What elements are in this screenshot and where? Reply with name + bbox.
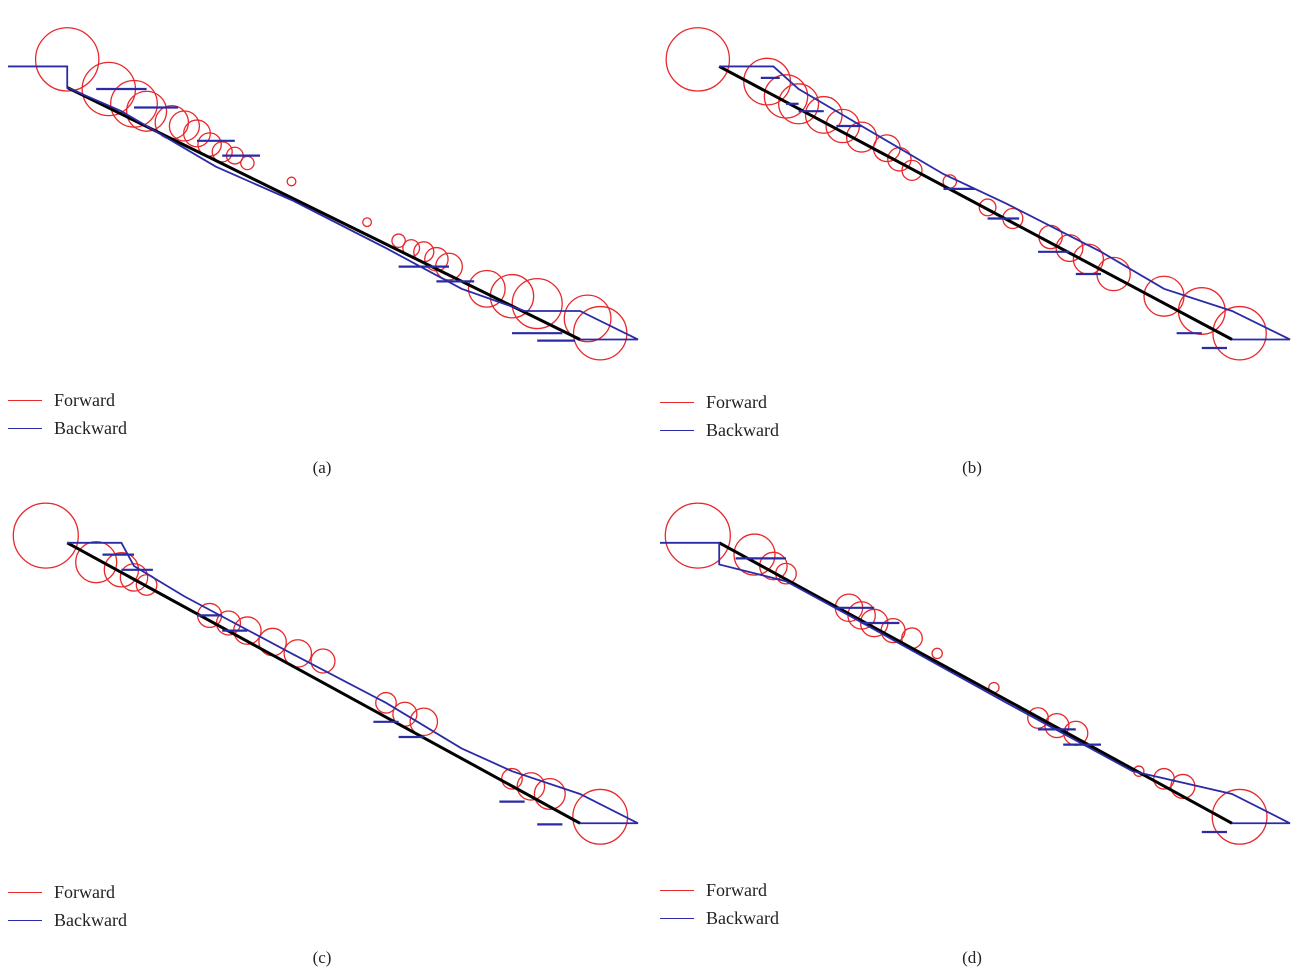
reference-path-line (718, 541, 1233, 825)
caption-d: (d) (962, 948, 982, 967)
panel-a (8, 15, 639, 385)
forward-circle (572, 788, 629, 845)
forward-circle (391, 233, 406, 249)
forward-circle (665, 27, 731, 92)
legend-item-backward: Backward (8, 414, 127, 442)
reference-path-line (66, 541, 581, 825)
forward-circle (375, 691, 397, 714)
legend-a: Forward Backward (8, 386, 127, 442)
legend-item-forward: Forward (660, 388, 779, 416)
forward-circle (664, 502, 731, 569)
forward-circle (516, 772, 546, 801)
forward-circle (240, 155, 255, 171)
backward-swatch (660, 429, 694, 431)
forward-circle (931, 647, 943, 660)
caption-c: (c) (312, 948, 332, 967)
caption-a: (a) (312, 458, 332, 477)
legend-item-forward: Forward (660, 876, 779, 904)
forward-circle (733, 533, 776, 576)
legend-item-forward: Forward (8, 878, 127, 906)
legend-label: Forward (54, 389, 115, 410)
forward-circle (511, 277, 563, 330)
legend-c: Forward Backward (8, 878, 127, 934)
forward-circle (533, 777, 566, 811)
legend-label: Backward (706, 419, 779, 440)
forward-circle (1211, 788, 1268, 845)
forward-swatch (8, 399, 42, 401)
legend-item-backward: Backward (660, 416, 779, 444)
forward-circle (283, 639, 313, 668)
forward-circle (467, 269, 506, 308)
legend-label: Backward (54, 417, 127, 438)
forward-circle (1212, 305, 1267, 361)
legend-item-backward: Backward (8, 906, 127, 934)
forward-circle (1044, 712, 1070, 739)
legend-item-backward: Backward (660, 904, 779, 932)
panel-b (660, 15, 1291, 385)
diagram-b (665, 27, 1291, 361)
forward-circle (211, 141, 233, 163)
forward-circle (978, 198, 997, 217)
forward-circle (763, 74, 809, 119)
forward-circle (125, 90, 168, 132)
forward-circle (1177, 287, 1226, 335)
legend-d: Forward Backward (660, 876, 779, 932)
forward-circle (409, 707, 439, 737)
forward-circle (845, 121, 878, 153)
legend-label: Forward (706, 879, 767, 900)
diagram-c (12, 502, 639, 845)
diagram-d (660, 502, 1291, 845)
forward-circle (777, 83, 820, 125)
panel-d (660, 490, 1291, 870)
forward-circle (34, 27, 100, 92)
forward-swatch (8, 891, 42, 893)
forward-circle (1096, 256, 1131, 292)
diagram-a (8, 27, 639, 361)
backward-polyline (719, 65, 1291, 341)
caption-b: (b) (962, 458, 982, 477)
legend-label: Backward (54, 909, 127, 930)
forward-swatch (660, 889, 694, 891)
legend-label: Forward (54, 881, 115, 902)
backward-swatch (8, 427, 42, 429)
forward-swatch (660, 401, 694, 403)
legend-label: Backward (706, 907, 779, 928)
forward-circle (286, 176, 297, 187)
legend-item-forward: Forward (8, 386, 127, 414)
backward-polyline (67, 541, 639, 825)
reference-path-line (718, 65, 1233, 341)
forward-circle (362, 217, 373, 228)
backward-polyline (8, 65, 639, 341)
forward-circle (901, 159, 923, 182)
forward-circle (168, 110, 201, 142)
forward-circle (135, 574, 158, 596)
panel-c (8, 490, 639, 870)
backward-polyline (660, 541, 1291, 825)
legend-b: Forward Backward (660, 388, 779, 444)
backward-swatch (660, 917, 694, 919)
forward-circle (12, 502, 79, 569)
forward-circle (75, 541, 118, 584)
forward-circle (119, 563, 149, 592)
forward-circle (310, 648, 336, 674)
backward-swatch (8, 919, 42, 921)
forward-circle (572, 305, 628, 361)
forward-circle (563, 294, 612, 343)
legend-label: Forward (706, 391, 767, 412)
